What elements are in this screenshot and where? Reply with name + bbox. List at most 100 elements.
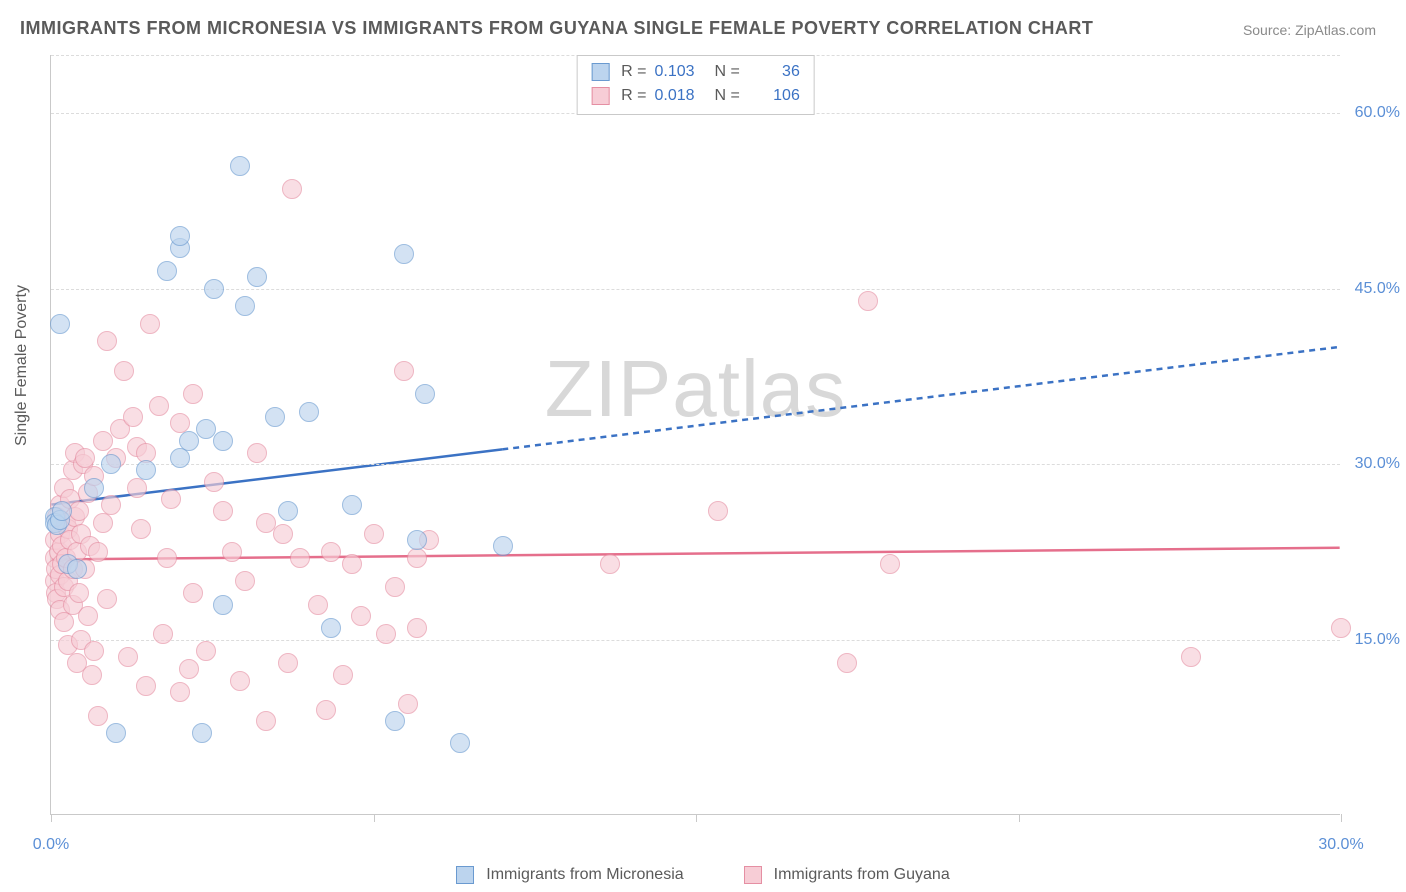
- scatter-point-guyana: [69, 501, 89, 521]
- x-tick-label: 30.0%: [1318, 836, 1363, 854]
- scatter-point-guyana: [342, 554, 362, 574]
- scatter-point-micronesia: [247, 267, 267, 287]
- scatter-point-guyana: [157, 548, 177, 568]
- scatter-point-micronesia: [192, 723, 212, 743]
- scatter-point-guyana: [183, 384, 203, 404]
- scatter-point-guyana: [858, 291, 878, 311]
- scatter-point-micronesia: [230, 156, 250, 176]
- scatter-point-guyana: [136, 676, 156, 696]
- source-label: Source:: [1243, 22, 1295, 38]
- scatter-point-guyana: [84, 641, 104, 661]
- scatter-point-micronesia: [235, 296, 255, 316]
- scatter-point-guyana: [97, 331, 117, 351]
- series-a-label: Immigrants from Micronesia: [486, 866, 683, 884]
- scatter-point-guyana: [880, 554, 900, 574]
- scatter-point-guyana: [321, 542, 341, 562]
- scatter-point-guyana: [114, 361, 134, 381]
- scatter-point-micronesia: [213, 595, 233, 615]
- scatter-point-micronesia: [170, 448, 190, 468]
- trend-line: [502, 347, 1339, 449]
- scatter-plot-area: ZIPatlas R = 0.103 N = 36 R = 0.018 N = …: [50, 55, 1340, 815]
- swatch-series-b: [744, 866, 762, 884]
- scatter-point-guyana: [1331, 618, 1351, 638]
- scatter-point-guyana: [78, 606, 98, 626]
- scatter-point-micronesia: [84, 478, 104, 498]
- scatter-point-guyana: [230, 671, 250, 691]
- scatter-point-micronesia: [136, 460, 156, 480]
- scatter-point-guyana: [290, 548, 310, 568]
- scatter-point-guyana: [213, 501, 233, 521]
- scatter-point-guyana: [316, 700, 336, 720]
- scatter-point-micronesia: [450, 733, 470, 753]
- r-label: R =: [621, 84, 646, 108]
- gridline: [51, 289, 1340, 290]
- x-tick-label: 0.0%: [33, 836, 69, 854]
- watermark: ZIPatlas: [545, 343, 846, 435]
- scatter-point-guyana: [97, 589, 117, 609]
- scatter-point-guyana: [93, 513, 113, 533]
- scatter-point-guyana: [256, 711, 276, 731]
- scatter-point-micronesia: [321, 618, 341, 638]
- x-tick: [374, 814, 375, 822]
- scatter-point-micronesia: [52, 501, 72, 521]
- n-value-a: 36: [748, 60, 800, 84]
- scatter-point-micronesia: [157, 261, 177, 281]
- n-label: N =: [715, 60, 740, 84]
- scatter-point-guyana: [333, 665, 353, 685]
- watermark-thin: atlas: [672, 344, 846, 433]
- scatter-point-guyana: [161, 489, 181, 509]
- scatter-point-guyana: [118, 647, 138, 667]
- gridline: [51, 464, 1340, 465]
- watermark-bold: ZIP: [545, 344, 672, 433]
- x-tick: [696, 814, 697, 822]
- legend-bottom: Immigrants from Micronesia Immigrants fr…: [0, 866, 1406, 884]
- scatter-point-guyana: [54, 612, 74, 632]
- scatter-point-guyana: [351, 606, 371, 626]
- y-tick-label: 30.0%: [1355, 455, 1400, 473]
- scatter-point-guyana: [127, 478, 147, 498]
- scatter-point-guyana: [407, 548, 427, 568]
- y-tick-label: 60.0%: [1355, 104, 1400, 122]
- scatter-point-micronesia: [342, 495, 362, 515]
- scatter-point-guyana: [179, 659, 199, 679]
- n-label: N =: [715, 84, 740, 108]
- scatter-point-micronesia: [407, 530, 427, 550]
- scatter-point-micronesia: [213, 431, 233, 451]
- scatter-point-guyana: [278, 653, 298, 673]
- scatter-point-guyana: [101, 495, 121, 515]
- scatter-point-guyana: [385, 577, 405, 597]
- scatter-point-guyana: [204, 472, 224, 492]
- series-b-label: Immigrants from Guyana: [774, 866, 950, 884]
- scatter-point-guyana: [131, 519, 151, 539]
- r-label: R =: [621, 60, 646, 84]
- scatter-point-guyana: [183, 583, 203, 603]
- scatter-point-guyana: [308, 595, 328, 615]
- y-axis-title: Single Female Poverty: [13, 285, 31, 446]
- scatter-point-micronesia: [278, 501, 298, 521]
- scatter-point-guyana: [88, 706, 108, 726]
- scatter-point-micronesia: [204, 279, 224, 299]
- trend-line: [51, 548, 1339, 560]
- scatter-point-micronesia: [415, 384, 435, 404]
- scatter-point-guyana: [153, 624, 173, 644]
- scatter-point-guyana: [93, 431, 113, 451]
- scatter-point-guyana: [69, 583, 89, 603]
- scatter-point-micronesia: [493, 536, 513, 556]
- r-value-b: 0.018: [655, 84, 707, 108]
- scatter-point-guyana: [407, 618, 427, 638]
- scatter-point-guyana: [149, 396, 169, 416]
- scatter-point-guyana: [394, 361, 414, 381]
- scatter-point-guyana: [140, 314, 160, 334]
- x-tick: [51, 814, 52, 822]
- scatter-point-guyana: [235, 571, 255, 591]
- r-value-a: 0.103: [655, 60, 707, 84]
- legend-item-b: Immigrants from Guyana: [744, 866, 950, 884]
- scatter-point-guyana: [222, 542, 242, 562]
- scatter-point-guyana: [398, 694, 418, 714]
- scatter-point-guyana: [82, 665, 102, 685]
- x-tick: [1019, 814, 1020, 822]
- scatter-point-guyana: [708, 501, 728, 521]
- scatter-point-micronesia: [170, 226, 190, 246]
- gridline: [51, 640, 1340, 641]
- chart-title: IMMIGRANTS FROM MICRONESIA VS IMMIGRANTS…: [20, 18, 1093, 39]
